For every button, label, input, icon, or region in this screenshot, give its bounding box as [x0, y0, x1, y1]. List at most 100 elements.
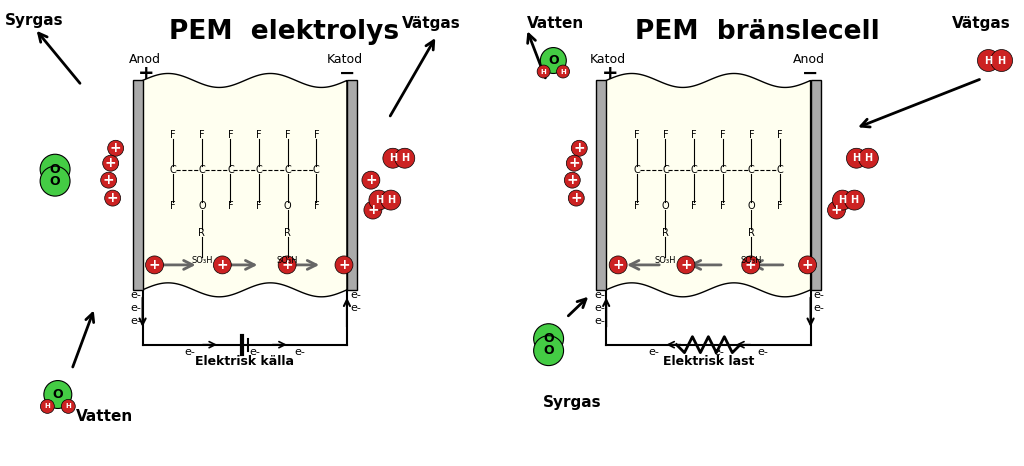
Bar — [132, 81, 142, 290]
Circle shape — [564, 172, 581, 188]
Text: C: C — [748, 165, 755, 176]
Text: Anod: Anod — [129, 53, 161, 66]
Text: +: + — [570, 191, 582, 205]
Polygon shape — [142, 74, 347, 297]
Circle shape — [383, 148, 402, 168]
Circle shape — [100, 172, 117, 188]
Circle shape — [145, 256, 164, 274]
Circle shape — [609, 256, 627, 274]
Text: C: C — [719, 165, 726, 176]
Text: F: F — [227, 130, 233, 140]
Text: e-: e- — [594, 303, 605, 313]
Text: H: H — [864, 153, 872, 163]
Circle shape — [361, 171, 380, 189]
Text: e-: e- — [713, 347, 724, 356]
Text: Syrgas: Syrgas — [544, 395, 602, 410]
Text: F: F — [720, 201, 725, 211]
Text: e-: e- — [813, 303, 824, 313]
Circle shape — [108, 140, 124, 156]
Circle shape — [568, 190, 585, 206]
Text: F: F — [313, 130, 319, 140]
Text: H: H — [44, 404, 50, 409]
Text: e-: e- — [350, 303, 360, 313]
Circle shape — [40, 399, 54, 413]
Text: H: H — [852, 153, 860, 163]
Text: +: + — [110, 141, 122, 155]
Text: Katod: Katod — [327, 53, 364, 66]
Text: F: F — [777, 201, 782, 211]
Text: O: O — [544, 332, 554, 345]
Circle shape — [978, 49, 999, 71]
Text: C: C — [776, 165, 783, 176]
Circle shape — [534, 336, 563, 366]
Text: C: C — [256, 165, 262, 176]
Circle shape — [833, 190, 852, 210]
Text: F: F — [199, 130, 205, 140]
Text: C: C — [199, 165, 205, 176]
Text: O: O — [548, 54, 559, 67]
Text: e-: e- — [294, 347, 305, 356]
Text: F: F — [634, 201, 640, 211]
Circle shape — [847, 148, 866, 168]
Text: F: F — [285, 130, 291, 140]
Text: +: + — [104, 156, 117, 170]
Text: +: + — [282, 258, 293, 272]
Text: +: + — [338, 258, 350, 272]
Circle shape — [40, 166, 70, 196]
Bar — [811, 81, 820, 290]
Text: +: + — [102, 173, 115, 187]
Text: Anod: Anod — [793, 53, 824, 66]
Text: +: + — [744, 258, 757, 272]
Text: O: O — [544, 344, 554, 357]
Text: H: H — [839, 195, 847, 205]
Text: R: R — [662, 228, 669, 238]
Text: F: F — [313, 201, 319, 211]
Text: −: − — [803, 63, 819, 82]
Circle shape — [827, 201, 846, 219]
Text: C: C — [634, 165, 640, 176]
Circle shape — [557, 65, 569, 78]
Text: C: C — [285, 165, 291, 176]
Text: H: H — [375, 195, 383, 205]
Polygon shape — [606, 74, 811, 297]
Text: R: R — [285, 228, 291, 238]
Text: SO₃H: SO₃H — [654, 256, 676, 265]
Text: F: F — [777, 130, 782, 140]
Text: e-: e- — [594, 316, 605, 326]
Text: −: − — [339, 63, 355, 82]
Text: O: O — [662, 201, 670, 211]
Circle shape — [44, 381, 72, 409]
Text: C: C — [313, 165, 319, 176]
Text: O: O — [50, 163, 60, 176]
Text: PEM  elektrolys: PEM elektrolys — [169, 19, 399, 45]
Text: F: F — [256, 201, 262, 211]
Circle shape — [369, 190, 389, 210]
Text: SO₃H: SO₃H — [276, 256, 298, 265]
Text: H: H — [389, 153, 397, 163]
Text: H: H — [997, 55, 1006, 66]
Text: R: R — [748, 228, 755, 238]
Circle shape — [395, 148, 415, 168]
Circle shape — [213, 256, 231, 274]
Circle shape — [335, 256, 353, 274]
Circle shape — [102, 155, 119, 171]
Text: H: H — [387, 195, 395, 205]
Bar — [347, 81, 357, 290]
Bar — [596, 81, 606, 290]
Circle shape — [571, 140, 587, 156]
Text: PEM  bränslecell: PEM bränslecell — [635, 19, 880, 45]
Text: +: + — [148, 258, 161, 272]
Text: +: + — [566, 173, 579, 187]
Text: Vatten: Vatten — [76, 410, 133, 425]
Circle shape — [364, 201, 382, 219]
Text: F: F — [691, 130, 697, 140]
Circle shape — [534, 324, 563, 354]
Text: H: H — [541, 69, 547, 75]
Circle shape — [677, 256, 695, 274]
Text: +: + — [602, 63, 618, 82]
Circle shape — [566, 155, 583, 171]
Circle shape — [541, 48, 566, 74]
Text: O: O — [50, 175, 60, 188]
Text: e-: e- — [758, 347, 769, 356]
Text: e-: e- — [131, 290, 141, 300]
